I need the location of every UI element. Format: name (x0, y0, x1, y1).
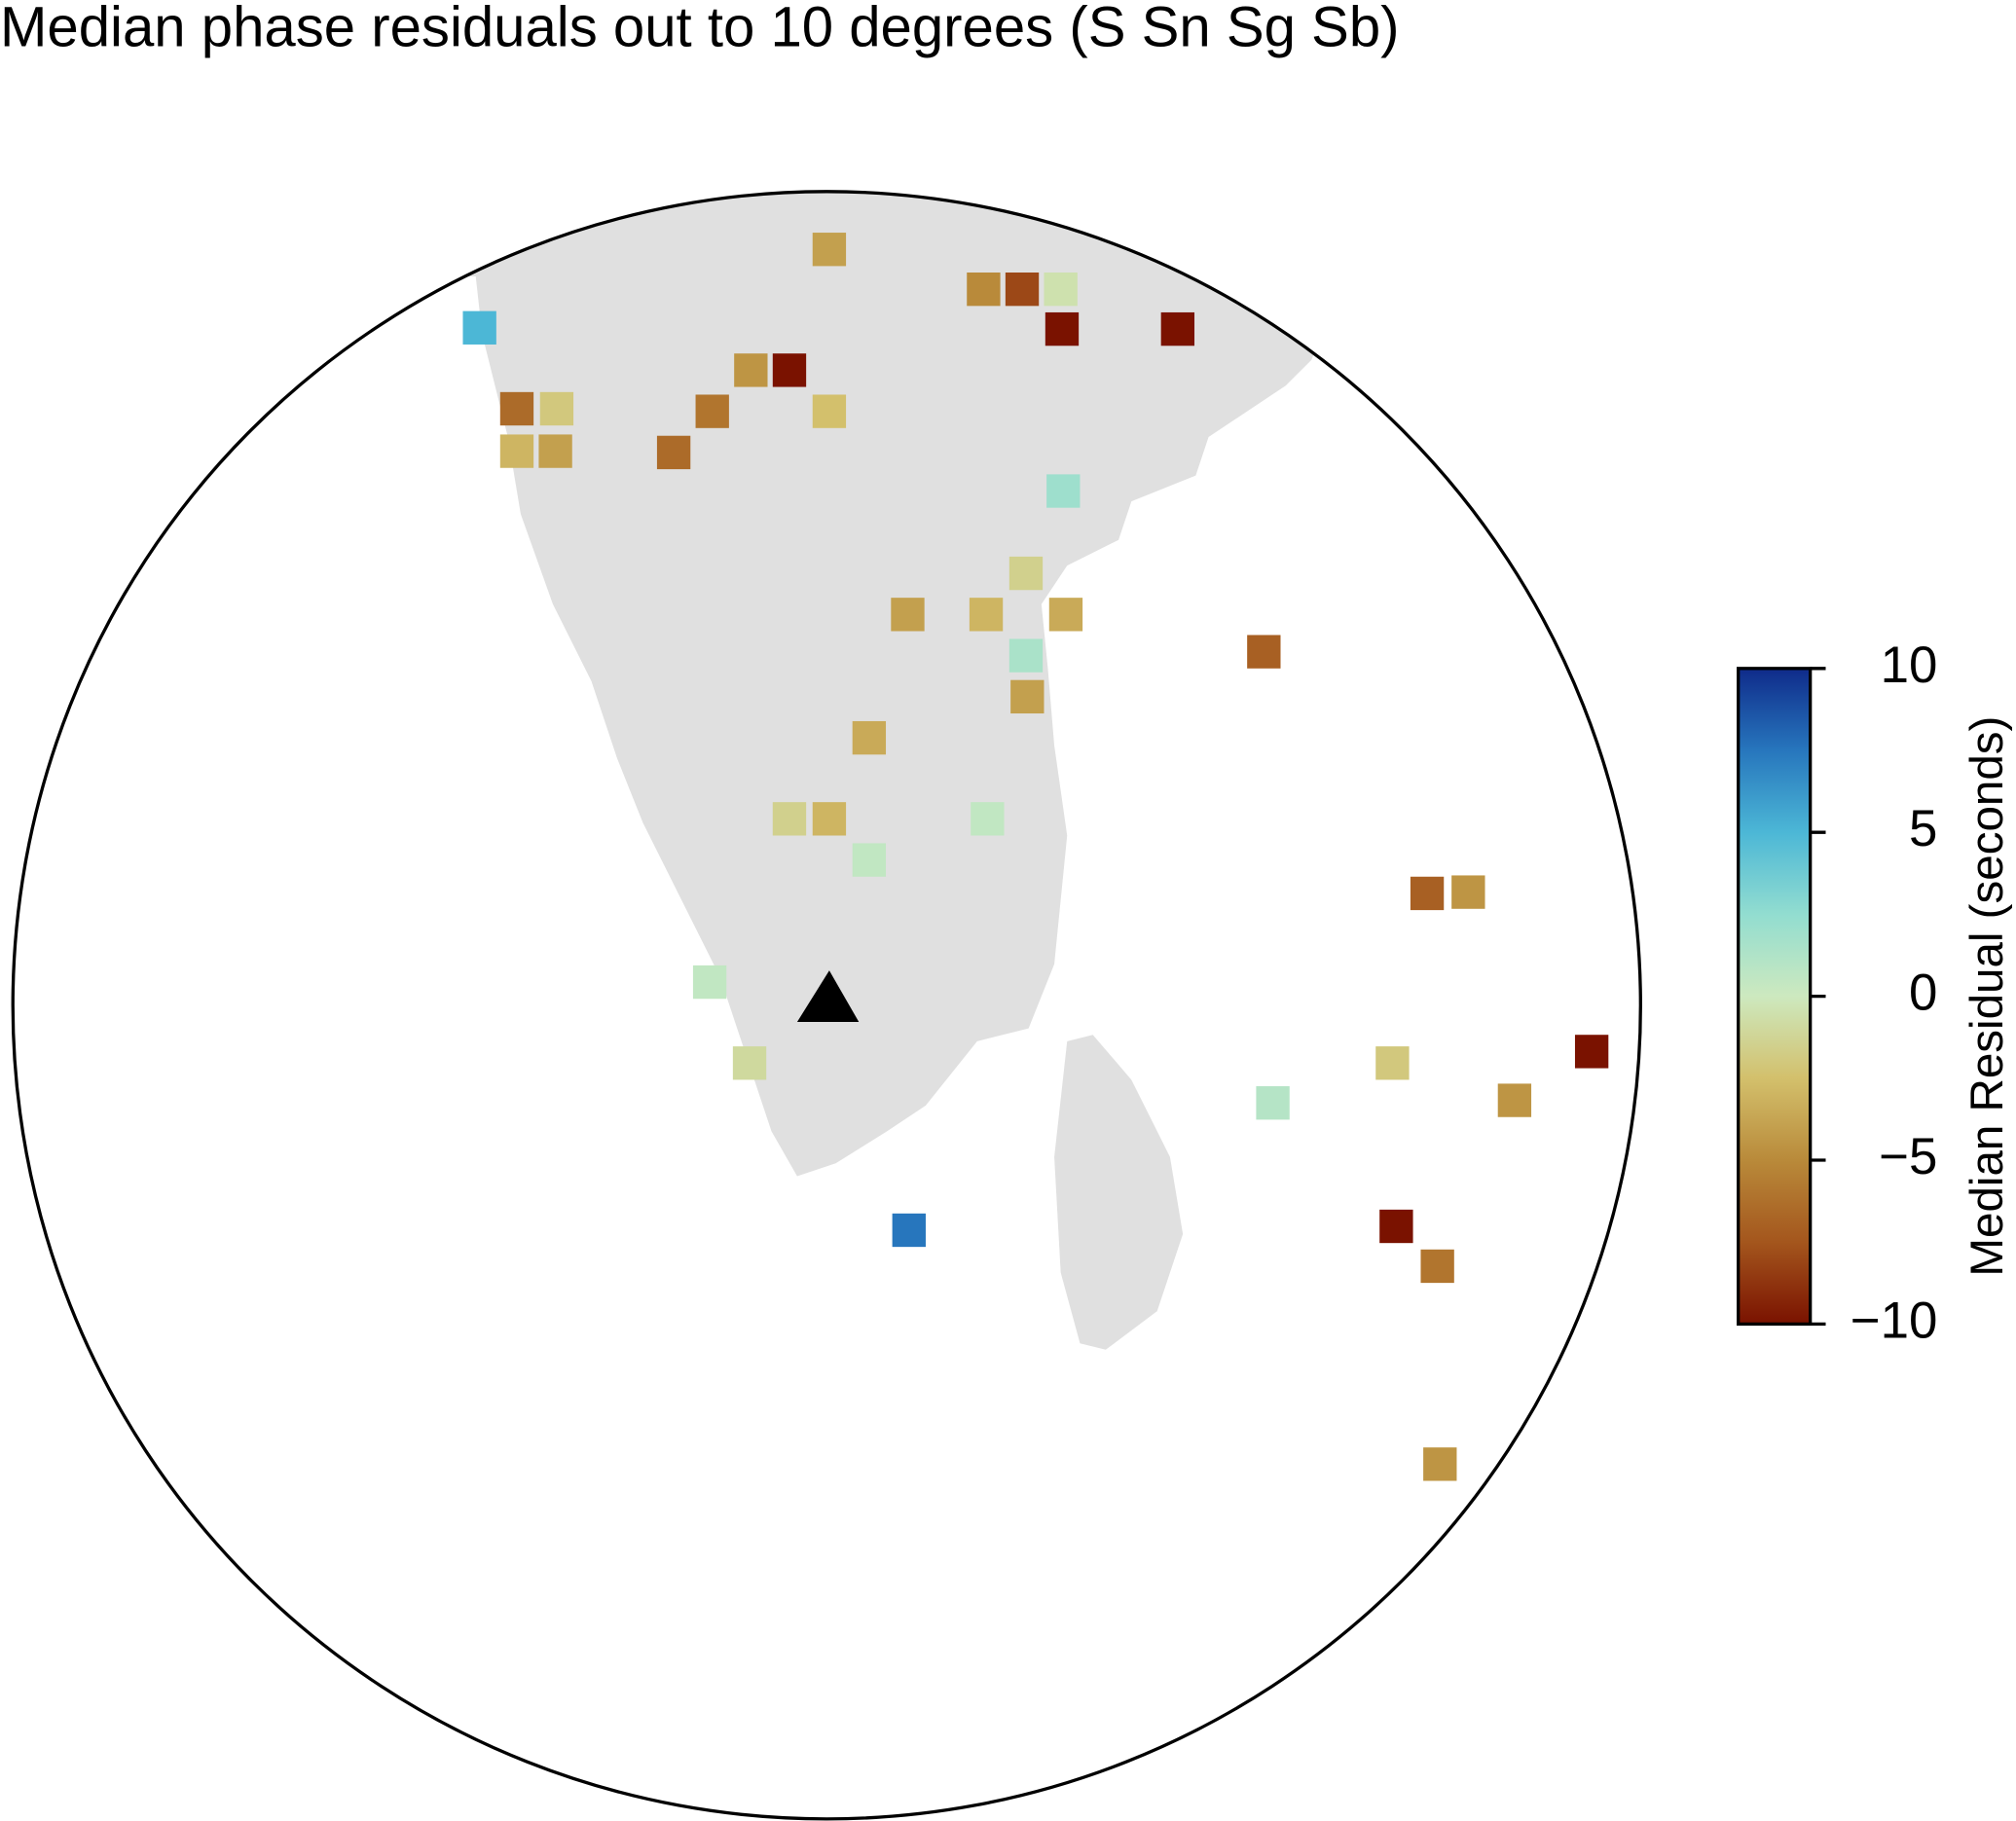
residual-cell (1010, 679, 1045, 714)
residual-cell (1256, 1086, 1290, 1120)
residual-cell (812, 233, 847, 267)
residual-cell (499, 434, 534, 468)
colorbar-tick-label: −10 (1851, 1292, 1938, 1349)
colorbar-label: Median Residual (seconds) (1961, 716, 2013, 1277)
residual-cell (656, 435, 691, 470)
residual-cell (1008, 556, 1044, 591)
colorbar (1737, 667, 1813, 1327)
residual-cell (1005, 273, 1040, 307)
residual-cell (1497, 1083, 1532, 1117)
residual-cell (852, 843, 887, 877)
residual-cell (971, 802, 1005, 836)
residual-cell (1379, 1209, 1413, 1244)
residual-cell (499, 391, 534, 426)
residual-cell (734, 353, 768, 387)
residual-cell (1008, 638, 1044, 673)
station-marker (796, 970, 860, 1023)
residual-cell (1048, 598, 1083, 632)
residual-cell (1574, 1035, 1609, 1069)
residual-cell (1247, 635, 1281, 669)
residual-cell (1044, 273, 1078, 307)
residual-cell (1375, 1046, 1410, 1080)
residual-cell (692, 965, 727, 1000)
residual-cell (967, 273, 1001, 307)
colorbar-tick-label: 10 (1881, 637, 1938, 694)
residual-cell (852, 720, 887, 755)
residual-cell (1423, 1447, 1457, 1481)
residual-cell (1451, 875, 1485, 909)
residual-cell (1045, 311, 1080, 346)
chart-title: Median phase residuals out to 10 degrees… (0, 0, 1399, 59)
colorbar-tick-label: 5 (1909, 800, 1937, 857)
residual-cell (695, 394, 729, 428)
residual-cell (969, 598, 1004, 632)
residual-cell (892, 1213, 926, 1248)
residual-cell (1410, 876, 1445, 911)
residual-cell (1160, 311, 1195, 346)
residual-cell (732, 1046, 767, 1080)
residual-cell (812, 394, 847, 428)
residual-cell (891, 598, 925, 632)
map-frame (11, 190, 1642, 1821)
residual-cell (1046, 474, 1081, 508)
residual-cell (812, 802, 847, 836)
residual-cell (538, 434, 572, 468)
colorbar-tick-label: 0 (1909, 965, 1937, 1022)
residual-cell (539, 391, 574, 426)
residual-cell (772, 802, 807, 836)
land (385, 191, 1414, 1350)
colorbar-tick-label: −5 (1879, 1128, 1937, 1185)
residual-cell (772, 353, 807, 387)
residual-cell (462, 310, 496, 345)
residual-cell (1420, 1249, 1454, 1284)
